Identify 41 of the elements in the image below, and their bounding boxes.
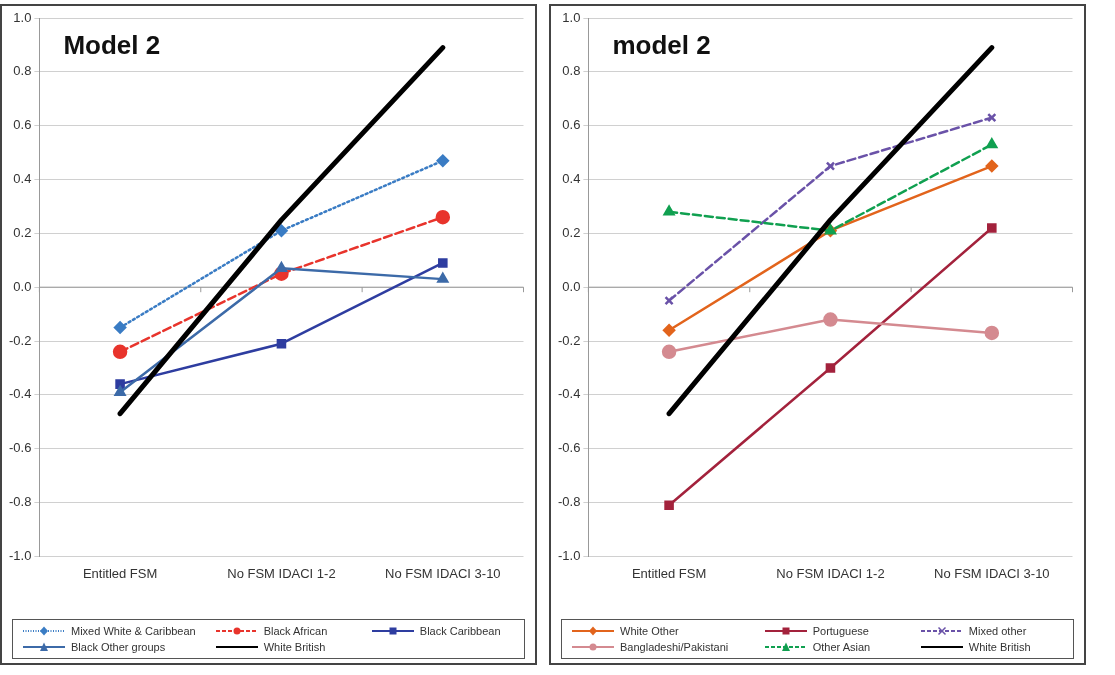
y-tick-label: -0.6 bbox=[557, 440, 581, 456]
legend-label: Black Other groups bbox=[71, 641, 166, 653]
y-tick-label: 0.4 bbox=[562, 171, 581, 187]
y-tick-label: 1.0 bbox=[562, 9, 581, 25]
x-tick-label: No FSM IDACI 1-2 bbox=[227, 565, 336, 581]
y-tick-label: 0.8 bbox=[13, 63, 32, 79]
legend-label: Black African bbox=[263, 625, 328, 637]
y-tick-label: 1.0 bbox=[13, 9, 32, 25]
y-tick-label: -0.2 bbox=[8, 332, 32, 348]
y-tick-label: -0.8 bbox=[8, 494, 32, 510]
y-tick-label: 0.0 bbox=[13, 278, 32, 294]
y-tick-label: 0.0 bbox=[562, 278, 581, 294]
legend-label: Bangladeshi/Pakistani bbox=[620, 641, 729, 653]
y-tick-label: -0.6 bbox=[8, 440, 32, 456]
y-tick-label: 0.2 bbox=[13, 224, 32, 240]
y-tick-label: 0.4 bbox=[13, 171, 32, 187]
y-tick-label: 0.6 bbox=[13, 117, 32, 133]
x-tick-label: No FSM IDACI 3-10 bbox=[385, 565, 501, 581]
y-tick-label: -0.8 bbox=[557, 494, 581, 510]
legend-label: Mixed White & Caribbean bbox=[71, 625, 196, 637]
y-tick-label: 0.6 bbox=[562, 117, 581, 133]
legend-label: White British bbox=[968, 641, 1031, 653]
legend-label: Mixed other bbox=[968, 625, 1027, 637]
y-tick-label: -1.0 bbox=[557, 547, 581, 563]
y-tick-label: 0.8 bbox=[562, 63, 581, 79]
legend-label: Black Caribbean bbox=[419, 625, 501, 637]
legend-label: Other Asian bbox=[812, 641, 871, 653]
legend-label: White Other bbox=[620, 625, 679, 637]
y-tick-label: -0.4 bbox=[8, 386, 32, 402]
text: Model 2 bbox=[63, 30, 161, 61]
x-tick-label: No FSM IDACI 1-2 bbox=[776, 565, 885, 581]
y-tick-label: 0.2 bbox=[562, 224, 581, 240]
legend-label: Portuguese bbox=[812, 625, 869, 637]
x-tick-label: Entitled FSM bbox=[82, 565, 158, 581]
text: model 2 bbox=[612, 30, 711, 61]
y-tick-label: -0.2 bbox=[557, 332, 581, 348]
y-tick-label: -0.4 bbox=[557, 386, 581, 402]
x-tick-label: No FSM IDACI 3-10 bbox=[934, 565, 1050, 581]
y-tick-label: -1.0 bbox=[8, 547, 32, 563]
legend-label: White British bbox=[263, 641, 326, 653]
x-tick-label: Entitled FSM bbox=[631, 565, 707, 581]
